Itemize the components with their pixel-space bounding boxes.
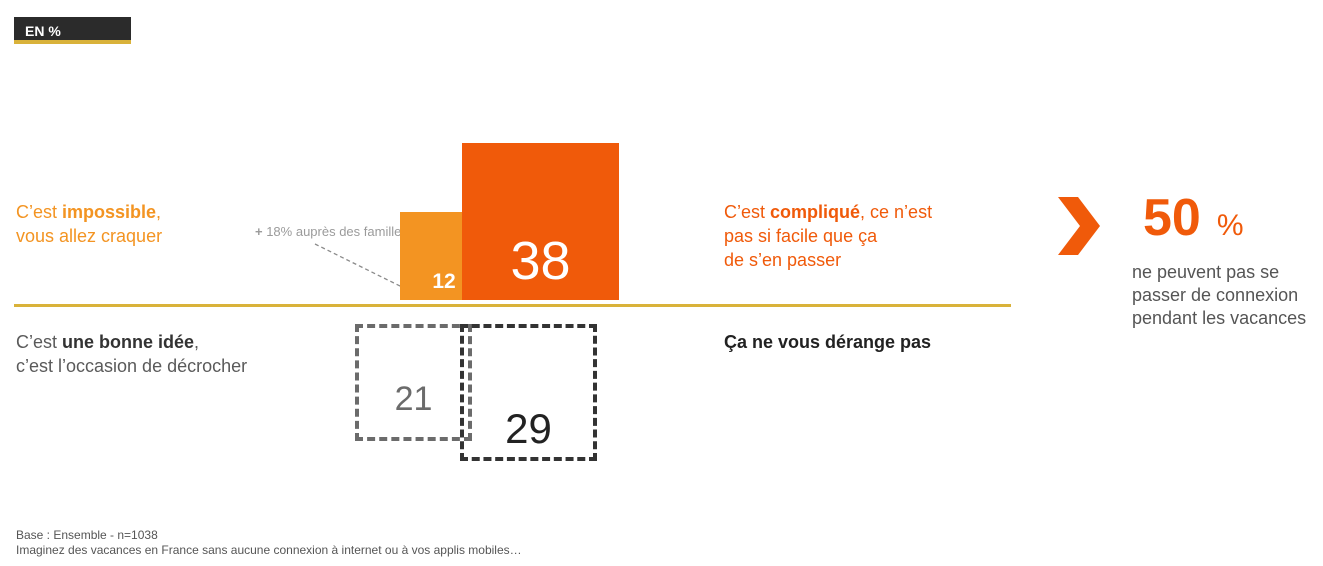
bar-complique: 38 — [462, 143, 619, 300]
footnote-question: Imaginez des vacances en France sans auc… — [16, 543, 522, 557]
annotation-families: + 18% auprès des familles — [255, 224, 408, 239]
footnote: Base : Ensemble - n=1038 Imaginez des va… — [16, 528, 522, 558]
footnote-base: Base : Ensemble - n=1038 — [16, 528, 158, 542]
label-bonne-idee-line2: c’est l’occasion de décrocher — [16, 356, 248, 376]
label-impossible: C’est impossible, vous allez craquer — [16, 202, 163, 246]
label-derange: Ça ne vous dérange pas — [724, 332, 932, 352]
label-bonne-idee-bold: une bonne idée — [62, 332, 195, 352]
unit-badge: EN % — [14, 17, 131, 44]
chevron-right-icon — [1058, 197, 1100, 255]
label-complique-bold: compliqué — [770, 202, 861, 222]
label-impossible-line2: vous allez craquer — [16, 226, 163, 246]
summary-unit: % — [1216, 209, 1244, 242]
value-label-derange: 29 — [505, 405, 552, 452]
label-bonne-idee: C’est une bonne idée, c’est l’occasion d… — [16, 332, 248, 376]
chart-baseline — [14, 304, 1011, 307]
label-complique-line2: pas si facile que ça — [724, 226, 878, 246]
label-impossible-bold: impossible — [62, 202, 157, 222]
bar-bonne-idee: 21 — [355, 324, 472, 441]
label-complique: C’est compliqué, ce n’est pas si facile … — [724, 202, 933, 270]
bar-derange: 29 — [460, 324, 597, 461]
summary-value: 50 — [1143, 189, 1201, 247]
summary-percentage: 50% — [1143, 188, 1244, 248]
value-label-impossible: 12 — [432, 270, 456, 293]
summary-description: ne peuvent pas se passer de connexion pe… — [1132, 262, 1307, 328]
value-label-complique: 38 — [510, 231, 571, 291]
value-label-bonne-idee: 21 — [394, 380, 433, 418]
label-complique-line3: de s’en passer — [724, 250, 842, 270]
